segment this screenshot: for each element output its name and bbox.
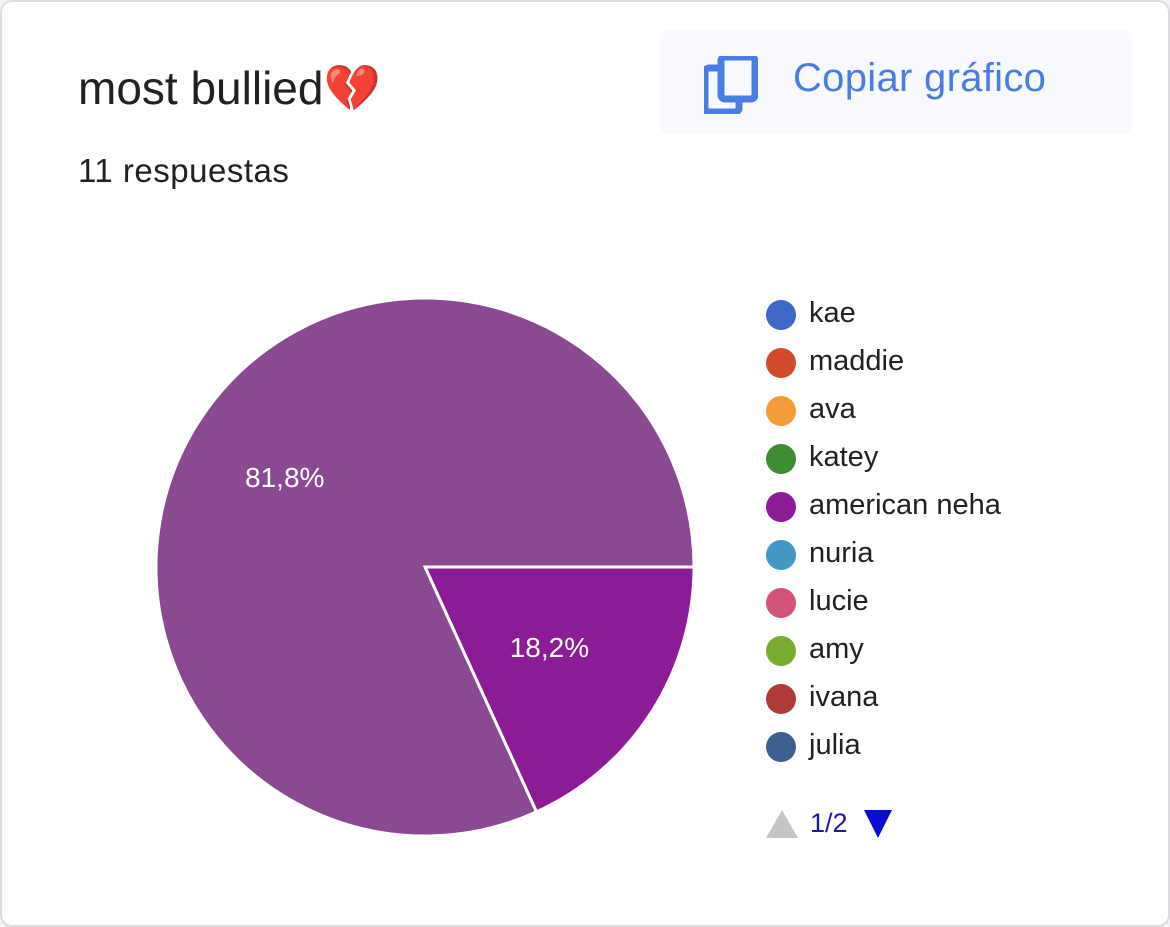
legend-swatch — [766, 588, 796, 618]
legend-swatch — [766, 684, 796, 714]
legend-swatch — [766, 636, 796, 666]
legend-swatch — [766, 540, 796, 570]
question-title: most bullied💔 — [78, 62, 381, 114]
legend-swatch — [766, 732, 796, 762]
legend-label: ava — [809, 393, 856, 425]
legend-label: amy — [809, 633, 864, 665]
legend-label: julia — [809, 729, 861, 761]
legend-swatch — [766, 444, 796, 474]
pager-indicator: 1/2 — [810, 808, 848, 838]
legend-label: nuria — [809, 537, 874, 569]
legend-swatch — [766, 396, 796, 426]
pie-slice-1 — [154, 296, 696, 838]
legend-swatch — [766, 348, 796, 378]
pie-slice-0 — [422, 565, 696, 814]
legend-label: kae — [809, 297, 856, 329]
legend-swatch — [766, 492, 796, 522]
copy-chart-button[interactable]: Copiar gráfico — [660, 30, 1132, 134]
pager-next-icon[interactable] — [864, 810, 892, 838]
copy-icon — [704, 56, 758, 114]
pie-slice-label-0: 18,2% — [510, 632, 589, 663]
legend-label: ivana — [809, 681, 879, 713]
legend-label: maddie — [809, 345, 905, 377]
legend-label: katey — [809, 441, 879, 473]
copy-chart-label: Copiar gráfico — [793, 56, 1047, 100]
pie-slice-label-1: 81,8% — [245, 462, 324, 493]
legend-label: american neha — [809, 489, 1001, 521]
legend-swatch — [766, 300, 796, 330]
pager-prev-icon — [766, 810, 798, 838]
response-count: 11 respuestas — [78, 152, 290, 189]
legend-label: lucie — [809, 585, 869, 617]
